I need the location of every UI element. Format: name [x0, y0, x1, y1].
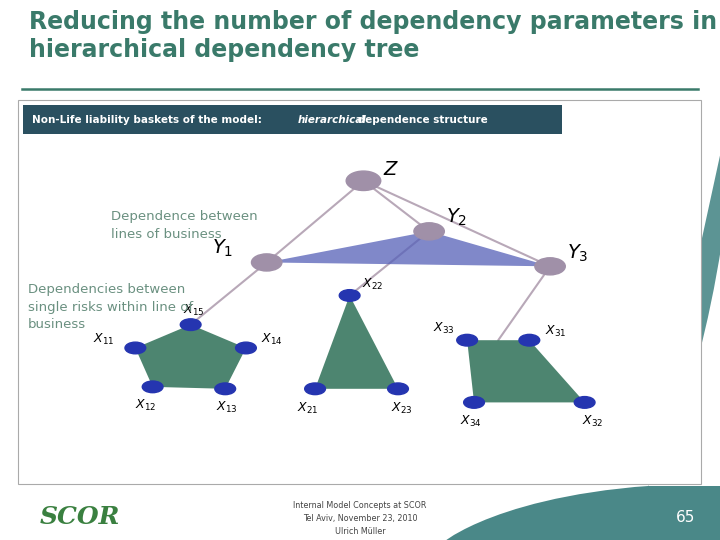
Text: dependence structure: dependence structure: [354, 114, 488, 125]
Polygon shape: [135, 325, 246, 389]
Polygon shape: [266, 231, 550, 266]
Text: Dependence between
lines of business: Dependence between lines of business: [111, 210, 258, 241]
Text: $Z$: $Z$: [383, 161, 399, 179]
Circle shape: [180, 319, 201, 330]
Text: $Y_1$: $Y_1$: [212, 237, 233, 259]
Text: $X_{34}$: $X_{34}$: [460, 414, 482, 429]
Text: hierarchical: hierarchical: [298, 114, 366, 125]
FancyBboxPatch shape: [23, 105, 562, 134]
Text: $X_{21}$: $X_{21}$: [297, 401, 319, 416]
Polygon shape: [467, 340, 585, 402]
Text: Dependencies between
single risks within line of
business: Dependencies between single risks within…: [28, 283, 194, 331]
Text: SCOR: SCOR: [40, 505, 120, 529]
Circle shape: [143, 381, 163, 393]
Circle shape: [519, 334, 540, 346]
Circle shape: [125, 342, 145, 354]
Circle shape: [575, 396, 595, 408]
Text: $X_{11}$: $X_{11}$: [93, 332, 114, 347]
Circle shape: [464, 396, 485, 408]
Text: $Y_3$: $Y_3$: [567, 243, 589, 265]
Text: Non-Life liability baskets of the model:: Non-Life liability baskets of the model:: [32, 114, 265, 125]
Circle shape: [346, 171, 381, 191]
Text: $X_{23}$: $X_{23}$: [391, 401, 413, 416]
Circle shape: [535, 258, 565, 275]
Polygon shape: [315, 295, 398, 389]
Text: $X_{14}$: $X_{14}$: [261, 332, 283, 347]
Text: $X_{13}$: $X_{13}$: [216, 400, 238, 415]
Circle shape: [251, 254, 282, 271]
Text: Reducing the number of dependency parameters in a
hierarchical dependency tree: Reducing the number of dependency parame…: [29, 10, 720, 63]
Text: $X_{31}$: $X_{31}$: [544, 325, 566, 340]
Circle shape: [235, 342, 256, 354]
Text: $X_{12}$: $X_{12}$: [135, 398, 156, 413]
Text: $X_{22}$: $X_{22}$: [362, 276, 383, 292]
Text: Internal Model Concepts at SCOR
Tel Aviv, November 23, 2010
Ulrich Müller: Internal Model Concepts at SCOR Tel Aviv…: [293, 501, 427, 536]
Circle shape: [387, 383, 408, 395]
PathPatch shape: [648, 90, 720, 486]
FancyBboxPatch shape: [18, 100, 701, 484]
Text: $X_{15}$: $X_{15}$: [184, 302, 205, 318]
Circle shape: [215, 383, 235, 395]
Circle shape: [305, 383, 325, 395]
Text: $X_{32}$: $X_{32}$: [582, 414, 603, 429]
Circle shape: [456, 334, 477, 346]
Text: $X_{33}$: $X_{33}$: [433, 320, 455, 335]
Circle shape: [339, 289, 360, 301]
Text: $Y_2$: $Y_2$: [446, 207, 467, 228]
PathPatch shape: [446, 483, 720, 540]
Circle shape: [414, 223, 444, 240]
Text: 65: 65: [675, 510, 695, 525]
